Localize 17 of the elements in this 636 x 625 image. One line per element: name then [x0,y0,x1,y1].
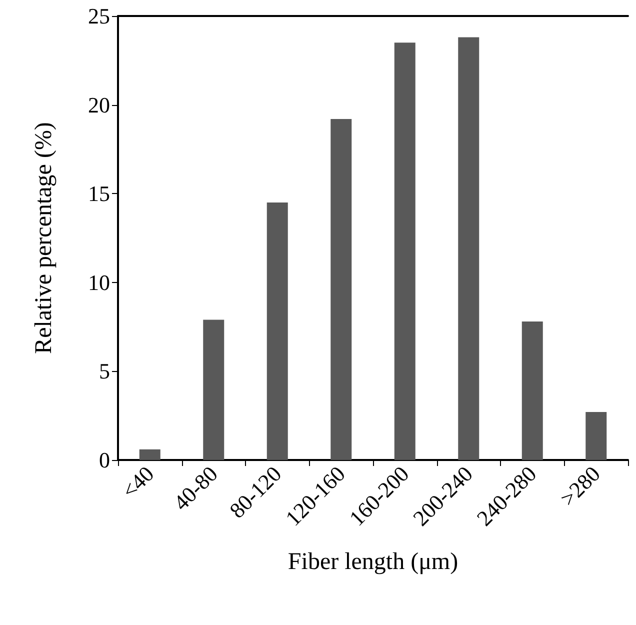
bar [394,42,416,460]
y-tick-label: 25 [88,4,110,28]
bar [330,119,352,460]
x-tick-label: <40 [116,461,159,504]
bar [266,202,288,460]
x-axis-title: Fiber length (μm) [288,549,458,575]
bar [458,37,480,460]
y-tick-label: 15 [88,181,110,206]
y-axis-title: Relative percentage (%) [31,122,57,354]
y-tick-label: 20 [88,92,110,118]
y-tick-label: 5 [99,358,110,384]
y-tick-label: 0 [99,448,110,472]
bar [139,449,160,460]
bar [203,320,224,460]
bar [586,412,607,460]
y-tick-label: 10 [88,270,110,295]
bar [522,321,543,460]
